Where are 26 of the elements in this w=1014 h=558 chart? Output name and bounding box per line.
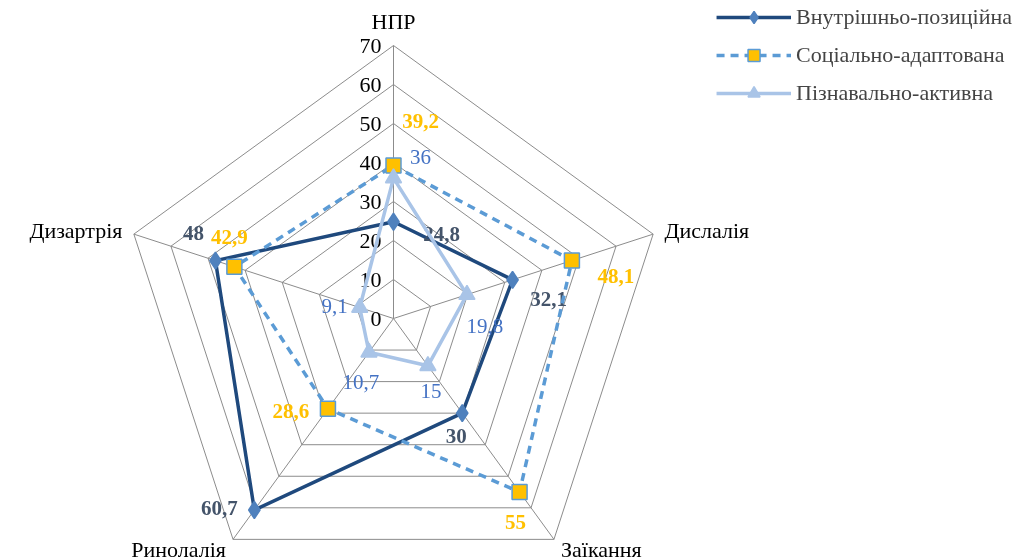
data-label: 10,7 [342, 370, 380, 395]
legend-label: Соціально-адаптована [796, 42, 1005, 68]
y-tick-label: 0 [370, 305, 382, 331]
data-label: 28,6 [272, 398, 310, 423]
legend-label: Внутрішньо-позиційна [796, 4, 1012, 30]
spoke-label: Дизартрія [29, 217, 123, 243]
data-label: 36 [410, 145, 431, 170]
data-label: 15 [420, 378, 442, 403]
y-tick-label: 60 [359, 71, 382, 97]
data-label: 48,1 [597, 263, 635, 288]
y-tick-label: 50 [359, 110, 382, 136]
spoke-label: Заїкання [561, 536, 642, 558]
y-tick-label: 40 [359, 149, 382, 175]
legend-label: Пізнавально-активна [796, 80, 993, 106]
data-label: 48 [182, 220, 204, 245]
data-label: 60,7 [200, 496, 238, 521]
data-label: 9,1 [321, 293, 348, 318]
spoke-label: НПР [371, 8, 416, 34]
data-label: 39,2 [402, 108, 439, 133]
y-tick-label: 30 [359, 188, 382, 214]
data-label: 55 [505, 510, 527, 535]
data-label: 30 [445, 424, 467, 449]
data-label: 42,9 [211, 224, 248, 249]
spoke-label: Дислалія [664, 217, 750, 243]
spoke-label: Ринолалія [131, 536, 226, 558]
y-tick-label: 70 [359, 32, 382, 58]
